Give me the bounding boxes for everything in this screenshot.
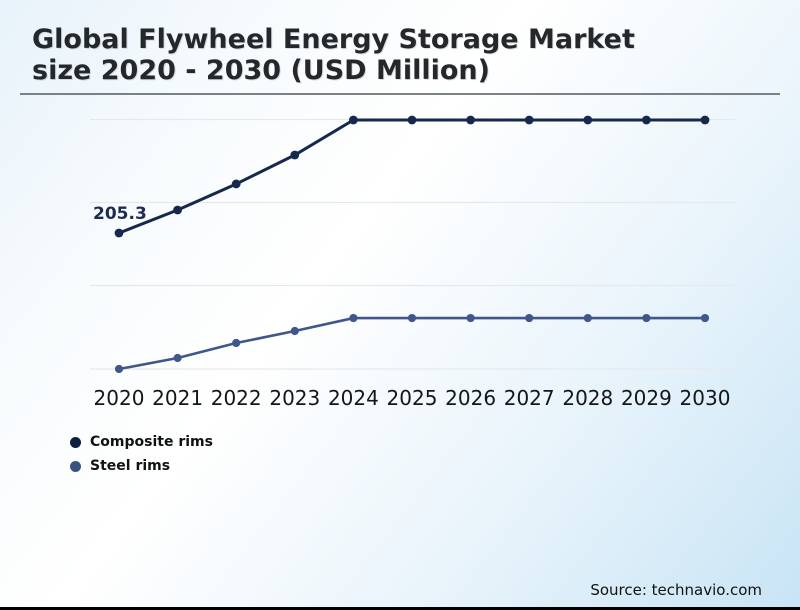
- data-point-2026-steel-rims: [466, 313, 475, 323]
- chart-title-line1: Global Flywheel Energy Storage Market: [32, 24, 635, 55]
- data-label-composite-2020: 205.3: [93, 204, 147, 224]
- data-point-2030-composite-rims: [700, 115, 710, 125]
- data-point-2022-steel-rims: [232, 338, 241, 348]
- data-point-2024-composite-rims: [349, 115, 358, 125]
- data-point-2029-composite-rims: [642, 115, 651, 125]
- legend-dot-composite-icon: [70, 436, 81, 448]
- data-point-2025-steel-rims: [407, 313, 417, 323]
- x-tick-label-2028: 2028: [562, 386, 614, 410]
- data-point-2026-composite-rims: [466, 115, 475, 125]
- title-divider: [20, 93, 780, 95]
- data-point-2027-composite-rims: [524, 115, 534, 125]
- data-point-2025-composite-rims: [407, 115, 417, 125]
- chart-title: Global Flywheel Energy Storage Market si…: [32, 24, 635, 86]
- x-tick-label-2030: 2030: [679, 386, 731, 410]
- data-point-2020-steel-rims: [114, 364, 124, 374]
- series-line-composite-rims: [118, 118, 705, 235]
- data-point-2027-steel-rims: [525, 313, 534, 323]
- x-tick-label-2029: 2029: [620, 386, 672, 410]
- legend-item-steel-rims: Steel rims: [70, 458, 213, 474]
- data-point-2023-composite-rims: [290, 150, 300, 160]
- legend-item-composite-rims: Composite rims: [70, 434, 213, 450]
- x-tick-label-2022: 2022: [210, 386, 262, 410]
- legend-label-steel: Steel rims: [90, 458, 171, 474]
- x-tick-label-2020: 2020: [93, 386, 145, 410]
- legend-label-composite: Composite rims: [90, 434, 213, 450]
- data-point-2023-steel-rims: [290, 326, 299, 336]
- chart-title-line2: size 2020 - 2030 (USD Million): [32, 55, 490, 86]
- data-point-2022-composite-rims: [231, 179, 241, 189]
- data-point-2028-steel-rims: [583, 313, 592, 323]
- legend: Composite rims Steel rims: [70, 434, 213, 482]
- x-tick-label-2026: 2026: [445, 386, 497, 410]
- series-line-steel-rims: [118, 316, 705, 371]
- x-tick-label-2027: 2027: [503, 386, 555, 410]
- data-point-2021-composite-rims: [173, 205, 183, 215]
- data-point-2030-steel-rims: [700, 313, 710, 323]
- x-tick-label-2023: 2023: [269, 386, 321, 410]
- x-tick-label-2024: 2024: [327, 386, 379, 410]
- data-point-2029-steel-rims: [642, 313, 651, 323]
- source-credit: Source: technavio.com: [590, 581, 762, 599]
- data-point-2028-composite-rims: [583, 115, 593, 125]
- x-tick-label-2021: 2021: [152, 386, 204, 410]
- x-tick-label-2025: 2025: [386, 386, 438, 410]
- data-point-2021-steel-rims: [173, 353, 182, 363]
- data-point-2024-steel-rims: [349, 313, 358, 323]
- data-point-2020-composite-rims: [114, 228, 124, 238]
- legend-dot-steel-icon: [70, 460, 81, 472]
